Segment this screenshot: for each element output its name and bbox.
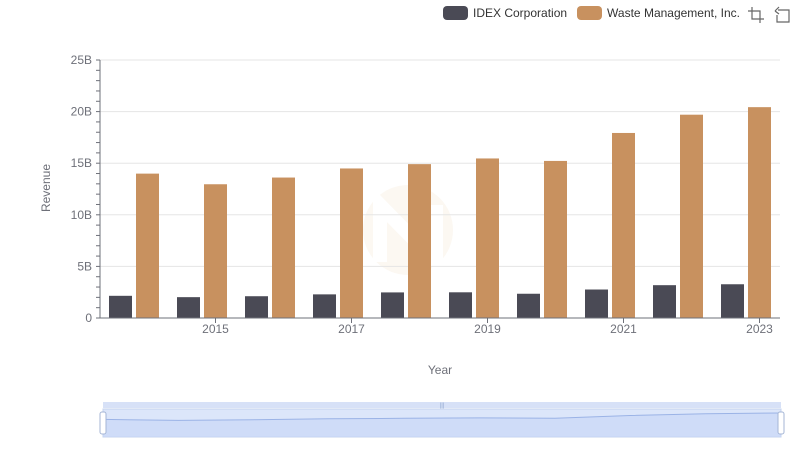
y-tick-label: 25B <box>71 53 92 67</box>
x-tick-label: 2023 <box>746 322 773 336</box>
legend: IDEX Corporation Waste Management, Inc. <box>443 4 750 22</box>
x-tick-label: 2019 <box>474 322 501 336</box>
x-tick-label: 2021 <box>610 322 637 336</box>
y-tick-label: 0 <box>85 311 92 325</box>
y-tick-label: 20B <box>71 105 92 119</box>
bar-waste-management-inc-2020[interactable] <box>544 160 567 318</box>
bar-idex-corporation-2017[interactable] <box>313 294 336 318</box>
data-zoom-handle-right[interactable] <box>777 411 785 435</box>
legend-label-waste-management: Waste Management, Inc. <box>607 6 740 20</box>
bar-waste-management-inc-2017[interactable] <box>340 168 363 318</box>
y-tick-label: 5B <box>77 259 92 273</box>
bar-idex-corporation-2016[interactable] <box>245 296 268 318</box>
bar-waste-management-inc-2018[interactable] <box>408 164 431 318</box>
bar-idex-corporation-2020[interactable] <box>517 293 540 318</box>
legend-item-waste-management[interactable]: Waste Management, Inc. <box>577 6 740 20</box>
zoom-icon[interactable] <box>747 6 765 24</box>
y-tick-label: 15B <box>71 156 92 170</box>
bar-waste-management-inc-2016[interactable] <box>272 177 295 318</box>
restore-icon[interactable] <box>773 6 791 24</box>
bar-idex-corporation-2014[interactable] <box>109 295 132 318</box>
x-tick-label: 2017 <box>338 322 365 336</box>
y-axis-title: Revenue <box>39 164 53 212</box>
bar-idex-corporation-2022[interactable] <box>653 285 676 318</box>
x-tick-label: 2015 <box>202 322 229 336</box>
x-axis-title: Year <box>428 363 452 377</box>
legend-label-idex: IDEX Corporation <box>473 6 568 20</box>
y-tick-label: 10B <box>71 208 92 222</box>
bar-waste-management-inc-2021[interactable] <box>612 132 635 318</box>
data-zoom-handle-left[interactable] <box>99 411 107 435</box>
bar-idex-corporation-2019[interactable] <box>449 292 472 318</box>
bar-idex-corporation-2018[interactable] <box>381 292 404 318</box>
bar-waste-management-inc-2014[interactable] <box>136 173 159 318</box>
bar-waste-management-inc-2023[interactable] <box>748 107 771 318</box>
legend-item-idex[interactable]: IDEX Corporation <box>443 6 567 20</box>
bar-idex-corporation-2021[interactable] <box>585 289 608 318</box>
bar-waste-management-inc-2019[interactable] <box>476 158 499 318</box>
data-zoom-area <box>103 413 781 437</box>
legend-swatch-waste-management <box>577 6 603 20</box>
data-zoom-move-bar[interactable] <box>103 402 781 408</box>
data-zoom-slider[interactable]: ||| <box>99 402 785 438</box>
data-zoom-grip: ||| <box>440 403 445 409</box>
bar-waste-management-inc-2015[interactable] <box>204 184 227 318</box>
bar-idex-corporation-2023[interactable] <box>721 284 744 318</box>
bar-idex-corporation-2015[interactable] <box>177 297 200 318</box>
data-zoom-line <box>102 412 782 421</box>
bar-waste-management-inc-2022[interactable] <box>680 114 703 318</box>
legend-swatch-idex <box>443 6 468 20</box>
